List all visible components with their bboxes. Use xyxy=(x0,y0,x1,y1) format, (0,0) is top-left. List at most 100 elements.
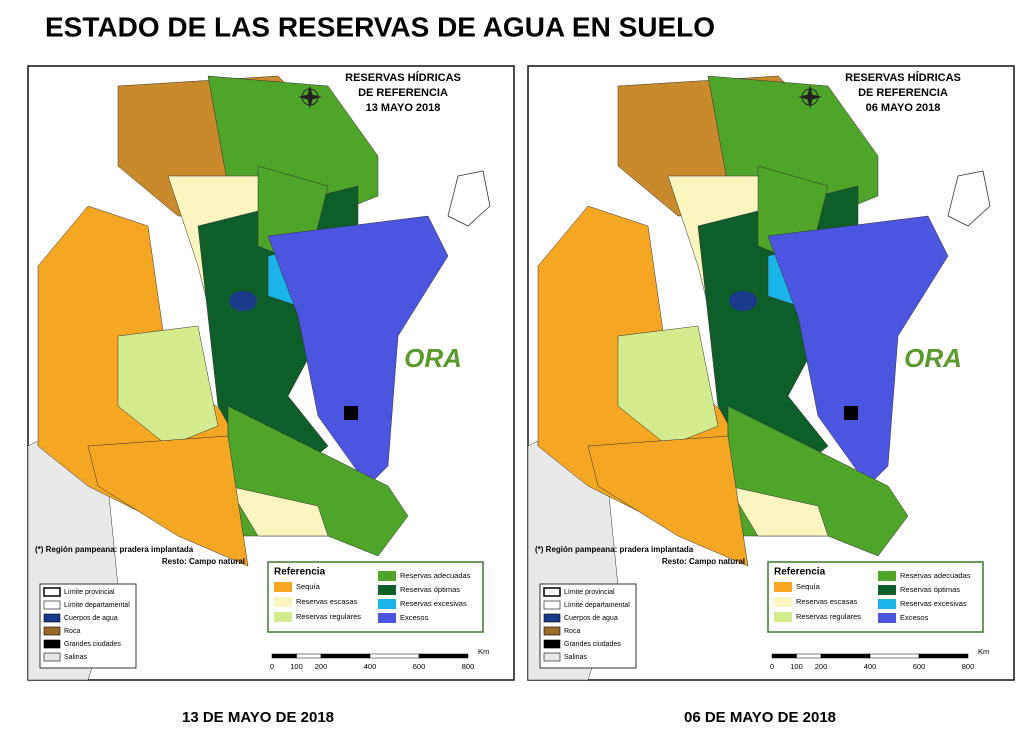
scale-segment xyxy=(796,653,822,659)
scale-segment xyxy=(369,653,420,659)
scale-label: 0 xyxy=(770,662,774,671)
legend-swatch xyxy=(543,626,561,636)
legend-label: Reservas regulares xyxy=(796,612,861,621)
legend-label: Excesos xyxy=(900,613,929,622)
legend-label: Salinas xyxy=(64,654,87,661)
scale-label: 100 xyxy=(290,662,303,671)
legend-swatch xyxy=(543,587,561,597)
legend-label: Límite departamental xyxy=(64,602,130,609)
legend-swatch xyxy=(274,612,292,622)
scale-segment xyxy=(820,653,871,659)
legend-swatch xyxy=(378,613,396,623)
legend-label: Cuerpos de agua xyxy=(564,615,618,622)
map-panel: RESERVAS HÍDRICAS DE REFERENCIA 06 MAYO 20… xyxy=(527,65,1015,681)
page-title: ESTADO DE LAS RESERVAS DE AGUA EN SUELO xyxy=(45,11,715,42)
scale-unit: Km xyxy=(478,647,489,656)
legend-swatch xyxy=(543,613,561,623)
legend-swatch xyxy=(878,599,896,609)
map-heading: 06 MAYO 2018 xyxy=(866,102,941,114)
legend-swatch xyxy=(878,571,896,581)
scale-label: 200 xyxy=(815,662,828,671)
map-region xyxy=(767,215,949,487)
legend-swatch xyxy=(378,599,396,609)
water-body xyxy=(229,291,257,311)
map-heading: DE REFERENCIA xyxy=(858,87,948,99)
legend-label: Reservas escasas xyxy=(296,597,358,606)
map-heading: DE REFERENCIA xyxy=(358,87,448,99)
legend-label: Límite provincial xyxy=(64,589,115,596)
legend-swatch xyxy=(274,597,292,607)
map-caption: 06 DE MAYO DE 2018 xyxy=(684,709,836,726)
legend-label: Reservas óptimas xyxy=(900,585,960,594)
scale-label: 600 xyxy=(413,662,426,671)
legend-swatch xyxy=(43,613,61,623)
compass xyxy=(798,85,822,109)
scale-segment xyxy=(869,653,920,659)
scale-label: 800 xyxy=(462,662,475,671)
map-heading: RESERVAS HÍDRICAS xyxy=(845,71,961,84)
legend-swatch xyxy=(43,600,61,610)
legend-swatch xyxy=(43,639,61,649)
compass xyxy=(298,85,322,109)
legend-label: Cuerpos de agua xyxy=(64,615,118,622)
legend-label: Roca xyxy=(564,628,580,635)
scale-label: 0 xyxy=(270,662,274,671)
legend-swatch xyxy=(878,613,896,623)
map-region xyxy=(447,170,491,227)
scale-label: 400 xyxy=(864,662,877,671)
scale-label: 800 xyxy=(962,662,975,671)
scale-segment xyxy=(418,653,469,659)
scale-unit: Km xyxy=(978,647,989,656)
legend-label: Roca xyxy=(64,628,80,635)
map-region xyxy=(227,485,329,537)
legend-label: Grandes ciudades xyxy=(564,641,621,648)
note: (*) Región pampeana: pradera implantada xyxy=(35,545,194,554)
map-region xyxy=(617,325,719,447)
legend-label: Sequía xyxy=(296,582,321,591)
legend-label: Reservas óptimas xyxy=(400,585,460,594)
legend-label: Reservas adecuadas xyxy=(400,571,471,580)
city xyxy=(844,406,858,420)
legend-label: Excesos xyxy=(400,613,429,622)
legend-swatch xyxy=(774,597,792,607)
legend-box xyxy=(267,561,484,633)
map-region xyxy=(117,325,219,447)
map-region xyxy=(947,170,991,227)
legend-title: Referencia xyxy=(774,567,826,578)
scale-segment xyxy=(296,653,322,659)
scale-segment xyxy=(320,653,371,659)
legend-swatch xyxy=(378,585,396,595)
legend-swatch xyxy=(774,612,792,622)
scale-segment xyxy=(271,653,297,659)
scale-label: 100 xyxy=(790,662,803,671)
legend-label: Reservas excesivas xyxy=(400,599,467,608)
map-caption: 13 DE MAYO DE 2018 xyxy=(182,709,334,726)
legend-swatch xyxy=(43,626,61,636)
legend-swatch xyxy=(274,582,292,592)
map-panel: RESERVAS HÍDRICAS DE REFERENCIA 13 MAYO 20… xyxy=(27,65,515,681)
legend-swatch xyxy=(543,652,561,662)
water-body xyxy=(729,291,757,311)
legend-swatch xyxy=(43,587,61,597)
scale-label: 600 xyxy=(913,662,926,671)
scale-segment xyxy=(771,653,797,659)
legend-title: Referencia xyxy=(274,567,326,578)
logo: ORA xyxy=(904,343,962,373)
legend-box xyxy=(767,561,984,633)
legend-label: Límite departamental xyxy=(564,602,630,609)
legend-swatch xyxy=(43,652,61,662)
map-region xyxy=(87,435,249,567)
map-heading: 13 MAYO 2018 xyxy=(366,102,441,114)
note: Resto: Campo natural xyxy=(162,557,245,566)
legend-label: Reservas adecuadas xyxy=(900,571,971,580)
legend-label: Grandes ciudades xyxy=(64,641,121,648)
scale-label: 400 xyxy=(364,662,377,671)
legend-label: Reservas excesivas xyxy=(900,599,967,608)
legend-label: Reservas regulares xyxy=(296,612,361,621)
map-region xyxy=(267,215,449,487)
legend-swatch xyxy=(878,585,896,595)
scale-segment xyxy=(918,653,969,659)
legend-label: Reservas escasas xyxy=(796,597,858,606)
legend-label: Salinas xyxy=(564,654,587,661)
